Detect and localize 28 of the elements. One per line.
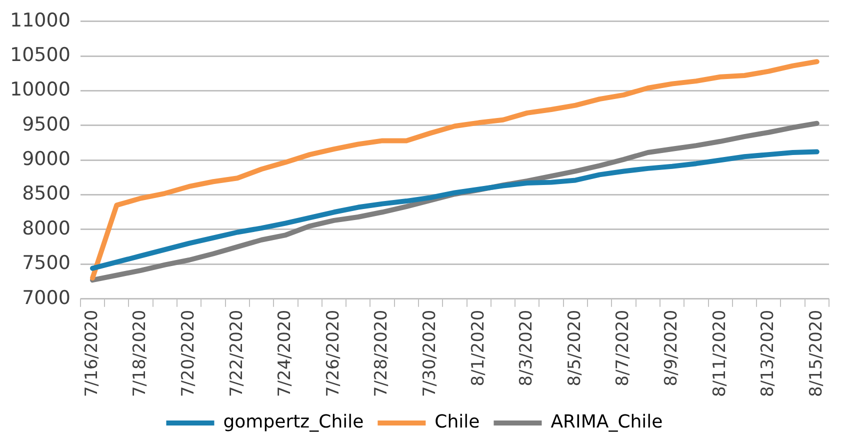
legend-label: ARIMA_Chile: [550, 412, 663, 433]
y-tick-label: 9000: [22, 148, 70, 170]
x-tick-label: 7/28/2020: [372, 310, 392, 398]
legend-label: gompertz_Chile: [223, 412, 364, 433]
legend-label: Chile: [434, 412, 480, 433]
x-tick-label: 8/7/2020: [613, 310, 634, 386]
y-tick-label: 7500: [22, 252, 70, 274]
x-tick-label: 7/16/2020: [82, 310, 102, 398]
x-tick-label: 8/1/2020: [468, 310, 488, 386]
x-tick-label: 8/9/2020: [661, 310, 682, 386]
x-tick-label: 8/15/2020: [806, 310, 826, 398]
x-tick-label: 8/5/2020: [564, 310, 585, 386]
y-tick-label: 10500: [10, 44, 70, 66]
y-tick-label: 11000: [10, 9, 70, 32]
x-tick-label: 7/18/2020: [130, 310, 150, 398]
x-tick-label: 7/30/2020: [420, 310, 440, 398]
y-tick-label: 8500: [22, 182, 70, 205]
x-tick-label: 7/24/2020: [275, 310, 296, 398]
x-tick-label: 8/11/2020: [710, 310, 730, 398]
y-tick-label: 8000: [22, 217, 70, 240]
x-tick-label: 8/13/2020: [758, 310, 778, 398]
x-tick-label: 7/20/2020: [178, 310, 199, 398]
y-tick-label: 7000: [22, 286, 70, 309]
x-tick-label: 7/22/2020: [226, 310, 247, 398]
y-tick-label: 9500: [22, 113, 70, 136]
y-tick-label: 10000: [10, 78, 70, 101]
x-tick-label: 7/26/2020: [323, 310, 344, 398]
x-tick-label: 8/3/2020: [516, 310, 537, 386]
